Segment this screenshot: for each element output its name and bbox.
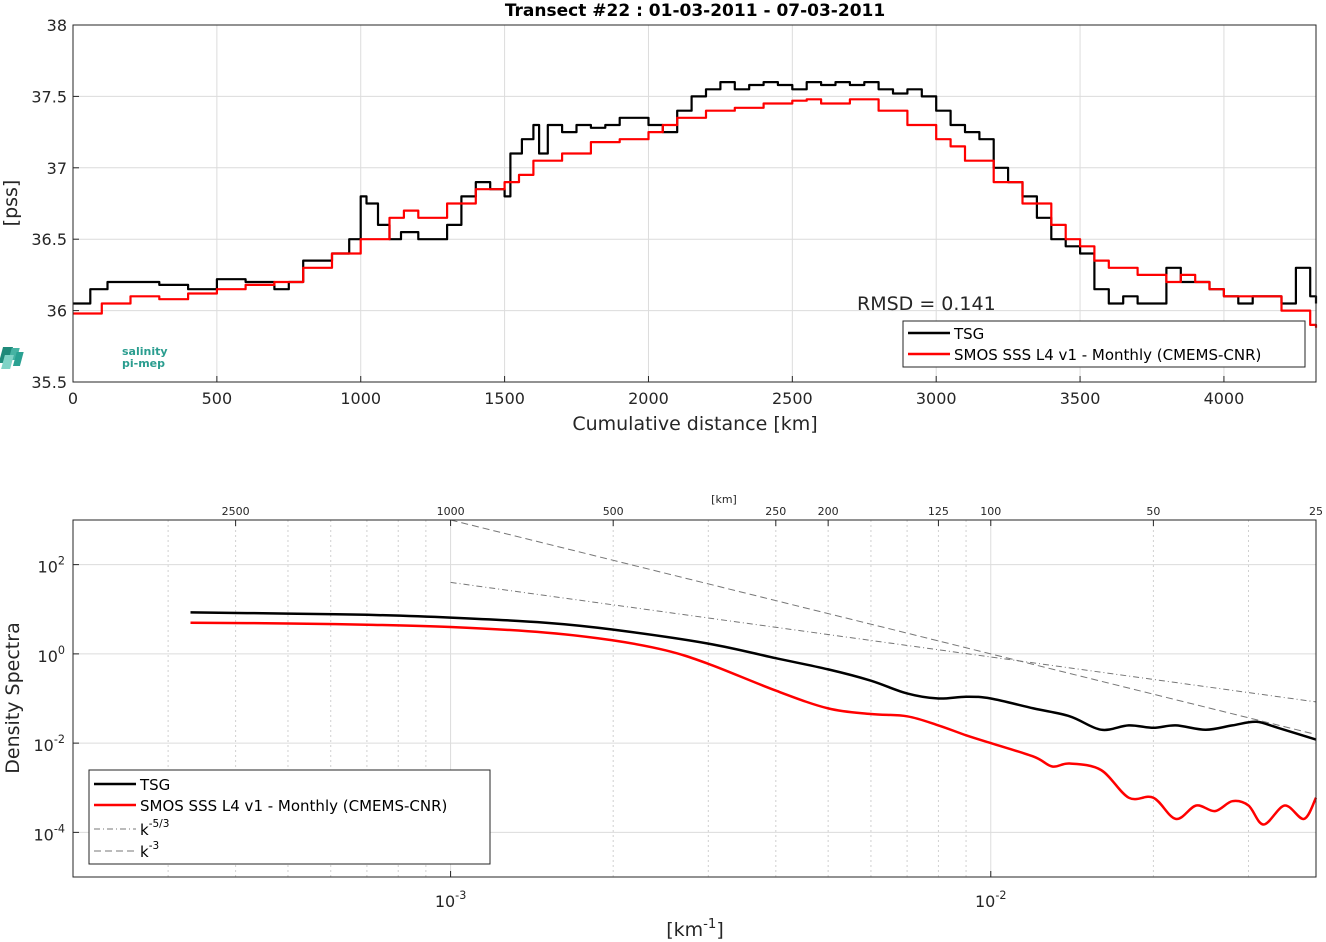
legend-label-tsg: TSG [953,325,984,343]
logo-line1: salinity [122,345,168,358]
transect-x-tick-label: 3000 [916,389,957,408]
transect-y-tick-label: 36 [47,302,67,321]
spectra-top-tick-label: 25 [1309,505,1323,518]
spectra-x-label: [km-1] [666,917,724,941]
transect-y-tick-label: 35.5 [31,373,67,392]
legend-label-tsg-spectra: TSG [139,776,170,794]
spectra-top-tick-label: 50 [1146,505,1160,518]
rmsd-annotation: RMSD = 0.141 [857,293,996,315]
spectra-panel: 10-3 10-2 10-4 10-2 100 102 2500 1000 500 250 20… [2,493,1323,941]
transect-x-tick-label: 2500 [772,389,813,408]
smos-transect-line [73,98,1318,328]
legend-label-smos: SMOS SSS L4 v1 - Monthly (CMEMS-CNR) [954,346,1261,364]
legend-label-smos-spectra: SMOS SSS L4 v1 - Monthly (CMEMS-CNR) [140,797,447,815]
transect-title: Transect #22 : 01-03-2011 - 07-03-2011 [505,1,885,21]
spectra-legend-box [88,769,491,865]
transect-panel: 0 500 1000 1500 2000 2500 3000 3500 4000 35.5363… [0,1,1318,435]
spectra-top-tick-label: 1000 [437,505,465,518]
tsg-spectrum-line [190,611,1317,741]
legend-label-k53: k-5/3 [140,818,169,839]
transect-x-ticks: 0 500 1000 1500 2000 2500 3000 3500 4000 [68,376,1244,408]
spectra-legend: TSG SMOS SSS L4 v1 - Monthly (CMEMS-CNR)… [88,769,491,865]
spectra-x-tick-label: 10-3 [435,889,467,911]
tsg-transect-line [73,81,1318,305]
spectra-top-tick-label: 2500 [222,505,250,518]
k3-reference-line [450,519,1317,735]
transect-x-tick-label: 1500 [484,389,525,408]
transect-x-tick-label: 4000 [1204,389,1245,408]
transect-y-tick-label: 36.5 [31,230,67,249]
spectra-y-tick-label: 10-4 [33,822,65,844]
spectra-series [190,519,1318,826]
transect-axes-frame [72,24,1317,383]
transect-x-tick-label: 3500 [1060,389,1101,408]
spectra-axes-frame [72,519,1317,878]
spectra-top-tick-label: 125 [928,505,949,518]
spectra-top-axis-label: [km] [711,493,737,506]
spectra-top-tick-label: 200 [818,505,839,518]
legend-label-k3: k-3 [140,840,159,861]
transect-x-label: Cumulative distance [km] [572,413,817,435]
transect-y-tick-label: 37 [47,159,67,178]
transect-y-label: [pss] [0,180,22,227]
transect-y-tick-label: 37.5 [31,87,67,106]
k53-reference-line [450,581,1317,703]
spectra-top-tick-label: 500 [603,505,624,518]
transect-legend-box [902,320,1306,368]
transect-y-tick-label: 38 [47,16,67,35]
transect-legend: TSG SMOS SSS L4 v1 - Monthly (CMEMS-CNR) [902,320,1306,368]
transect-x-tick-label: 1000 [340,389,381,408]
spectra-y-tick-label: 102 [38,555,65,577]
spectra-y-tick-label: 100 [38,644,65,666]
spectra-x-ticks: 10-3 10-2 [435,871,1007,911]
spectra-y-label: Density Spectra [2,622,24,773]
transect-x-tick-label: 0 [68,389,78,408]
transect-y-ticks: 35.5 36 36.5 37 37.5 38 [31,16,79,392]
transect-x-tick-label: 500 [202,389,233,408]
spectra-top-tick-label: 100 [980,505,1001,518]
salinity-pi-mep-logo: salinity pi-mep [0,345,168,370]
spectra-top-ticks: 2500 1000 500 250 200 125 100 50 25 [222,505,1323,526]
spectra-top-tick-label: 250 [765,505,786,518]
smos-spectrum-line [190,621,1318,826]
spectra-y-tick-label: 10-2 [33,733,65,755]
spectra-y-ticks: 10-4 10-2 100 102 [33,555,79,844]
transect-series [73,81,1318,328]
logo-line2: pi-mep [122,357,165,370]
spectra-x-tick-label: 10-2 [975,889,1007,911]
transect-x-tick-label: 2000 [628,389,669,408]
logo-mark-icon [0,347,24,369]
